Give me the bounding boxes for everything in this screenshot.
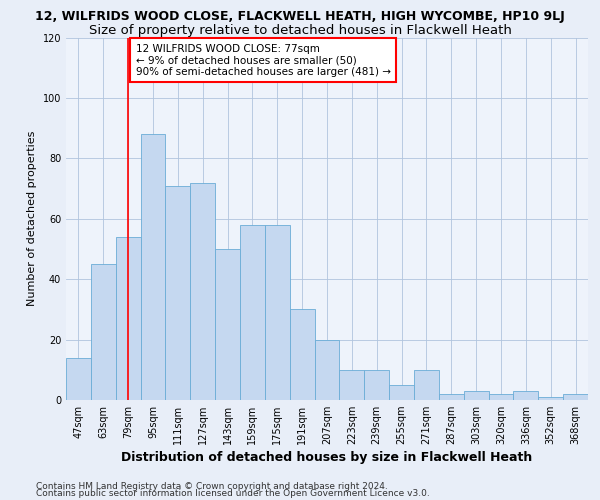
Bar [563, 394, 588, 400]
Text: Contains public sector information licensed under the Open Government Licence v3: Contains public sector information licen… [36, 489, 430, 498]
Bar [240, 225, 265, 400]
Text: Contains HM Land Registry data © Crown copyright and database right 2024.: Contains HM Land Registry data © Crown c… [36, 482, 388, 491]
Bar [439, 394, 464, 400]
Bar [91, 264, 116, 400]
Bar [140, 134, 166, 400]
Text: 12 WILFRIDS WOOD CLOSE: 77sqm
← 9% of detached houses are smaller (50)
90% of se: 12 WILFRIDS WOOD CLOSE: 77sqm ← 9% of de… [136, 44, 391, 76]
Text: 12, WILFRIDS WOOD CLOSE, FLACKWELL HEATH, HIGH WYCOMBE, HP10 9LJ: 12, WILFRIDS WOOD CLOSE, FLACKWELL HEATH… [35, 10, 565, 23]
Bar [414, 370, 439, 400]
Bar [66, 358, 91, 400]
Bar [265, 225, 290, 400]
Bar [340, 370, 364, 400]
Bar [215, 249, 240, 400]
Bar [389, 385, 414, 400]
X-axis label: Distribution of detached houses by size in Flackwell Heath: Distribution of detached houses by size … [121, 452, 533, 464]
Bar [290, 310, 314, 400]
Text: Size of property relative to detached houses in Flackwell Heath: Size of property relative to detached ho… [89, 24, 511, 37]
Y-axis label: Number of detached properties: Number of detached properties [27, 131, 37, 306]
Bar [488, 394, 514, 400]
Bar [514, 391, 538, 400]
Bar [116, 237, 140, 400]
Bar [538, 397, 563, 400]
Bar [464, 391, 488, 400]
Bar [364, 370, 389, 400]
Bar [314, 340, 340, 400]
Bar [166, 186, 190, 400]
Bar [190, 182, 215, 400]
